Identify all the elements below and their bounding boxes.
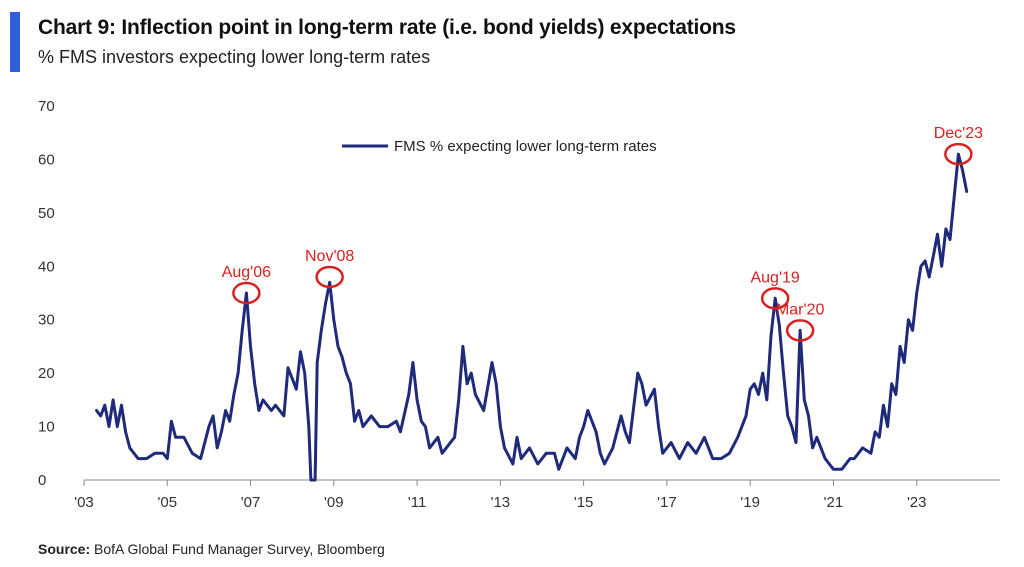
x-tick-label: '05 [157, 494, 177, 511]
chart-title: Chart 9: Inflection point in long-term r… [38, 16, 736, 39]
annotation-circle [785, 319, 815, 342]
annotation-label: Mar'20 [776, 301, 825, 318]
x-tick-label: '11 [408, 494, 426, 511]
annotation-circle [760, 287, 790, 310]
y-tick-label: 0 [38, 472, 46, 489]
source-label: Source: [38, 541, 91, 557]
annotation-label: Nov'08 [305, 248, 354, 265]
legend: FMS % expecting lower long-term rates [342, 138, 657, 155]
x-tick-label: '15 [574, 494, 594, 511]
annotation-circle [232, 281, 261, 305]
x-tick-label: '23 [907, 494, 927, 511]
series-group [95, 152, 969, 482]
series-line [95, 152, 969, 482]
y-tick-label: 70 [38, 98, 55, 115]
x-tick-label: '09 [324, 494, 344, 511]
x-tick-label: '19 [740, 494, 760, 511]
legend-label: FMS % expecting lower long-term rates [394, 138, 657, 155]
y-tick-label: 10 [38, 419, 55, 436]
source-note: Source: BofA Global Fund Manager Survey,… [38, 541, 385, 557]
y-tick-label: 50 [38, 205, 55, 222]
y-tick-label: 60 [38, 151, 55, 168]
annotation-circle [315, 265, 344, 289]
y-tick-label: 30 [38, 312, 55, 329]
x-tick-label: '03 [74, 494, 94, 511]
x-tick-label: '21 [824, 494, 844, 511]
axes: 0 10 20 30 40 50 60 70 '03 '05 '07 '09 '11 '13 '15 '17 '… [38, 98, 1000, 511]
y-tick-label: 40 [38, 258, 55, 275]
x-tick-label: '07 [241, 494, 261, 511]
x-tick-label: '13 [491, 494, 511, 511]
x-tick-label: '17 [657, 494, 677, 511]
annotation-label: Aug'19 [750, 269, 799, 286]
annotation-circle [944, 142, 973, 166]
chart-subtitle: % FMS investors expecting lower long-ter… [38, 47, 431, 67]
annotation-label: Dec'23 [934, 125, 983, 142]
source-text: BofA Global Fund Manager Survey, Bloombe… [94, 541, 385, 557]
title-accent-bar [10, 12, 20, 72]
annotation-label: Aug'06 [222, 264, 271, 281]
annotations-group: Aug'06 Nov'08 Aug'19 Mar'20 Dec'23 [222, 125, 983, 342]
y-tick-label: 20 [38, 365, 55, 382]
